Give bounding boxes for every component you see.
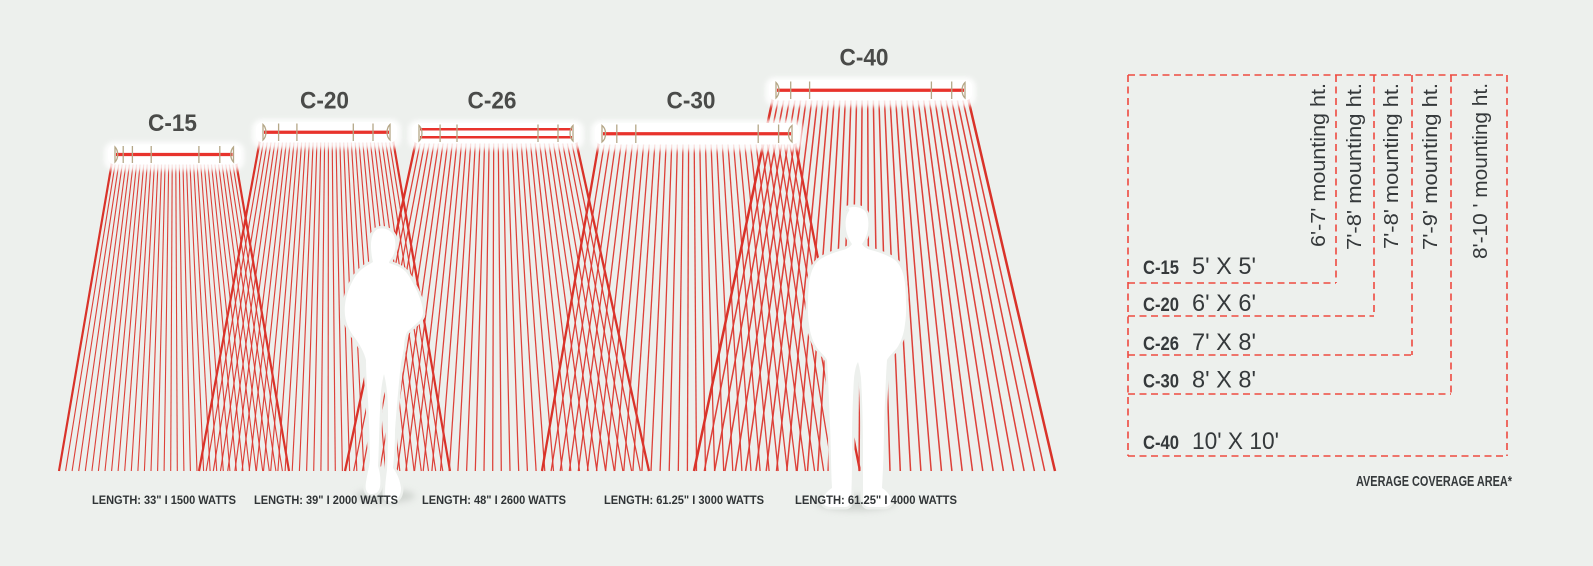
svg-text:LENGTH: 61.25" I 4000 WATTS: LENGTH: 61.25" I 4000 WATTS xyxy=(795,493,957,507)
svg-text:C-40: C-40 xyxy=(840,45,889,72)
svg-text:C-26: C-26 xyxy=(1143,334,1179,355)
svg-text:10' X 10': 10' X 10' xyxy=(1192,428,1279,455)
svg-text:7'-9' mounting ht.: 7'-9' mounting ht. xyxy=(1420,83,1442,250)
svg-text:LENGTH: 48" I 2600 WATTS: LENGTH: 48" I 2600 WATTS xyxy=(422,493,566,507)
svg-text:6'-7' mounting ht.: 6'-7' mounting ht. xyxy=(1308,83,1330,247)
svg-text:C-15: C-15 xyxy=(1143,258,1179,279)
svg-text:LENGTH: 61.25" I 3000 WATTS: LENGTH: 61.25" I 3000 WATTS xyxy=(604,493,764,507)
svg-text:7' X 8': 7' X 8' xyxy=(1192,329,1256,356)
svg-text:C-20: C-20 xyxy=(300,88,349,115)
svg-text:C-15: C-15 xyxy=(148,110,197,137)
svg-text:C-40: C-40 xyxy=(1143,433,1179,454)
svg-text:8'-10 ' mounting ht.: 8'-10 ' mounting ht. xyxy=(1470,83,1492,259)
svg-text:C-30: C-30 xyxy=(1143,372,1179,393)
svg-text:C-26: C-26 xyxy=(468,88,517,115)
svg-text:AVERAGE COVERAGE AREA*: AVERAGE COVERAGE AREA* xyxy=(1356,473,1512,490)
svg-text:5' X 5': 5' X 5' xyxy=(1192,253,1256,280)
svg-text:6' X 6': 6' X 6' xyxy=(1192,290,1256,317)
svg-text:C-20: C-20 xyxy=(1143,295,1179,316)
svg-text:7'-8' mounting ht.: 7'-8' mounting ht. xyxy=(1344,83,1366,250)
svg-text:LENGTH: 33" I 1500 WATTS: LENGTH: 33" I 1500 WATTS xyxy=(92,493,236,507)
svg-text:C-30: C-30 xyxy=(667,88,716,115)
svg-text:8' X 8': 8' X 8' xyxy=(1192,367,1256,394)
svg-text:LENGTH: 39" I 2000 WATTS: LENGTH: 39" I 2000 WATTS xyxy=(254,493,398,507)
svg-text:7'-8' mounting ht.: 7'-8' mounting ht. xyxy=(1381,83,1403,249)
